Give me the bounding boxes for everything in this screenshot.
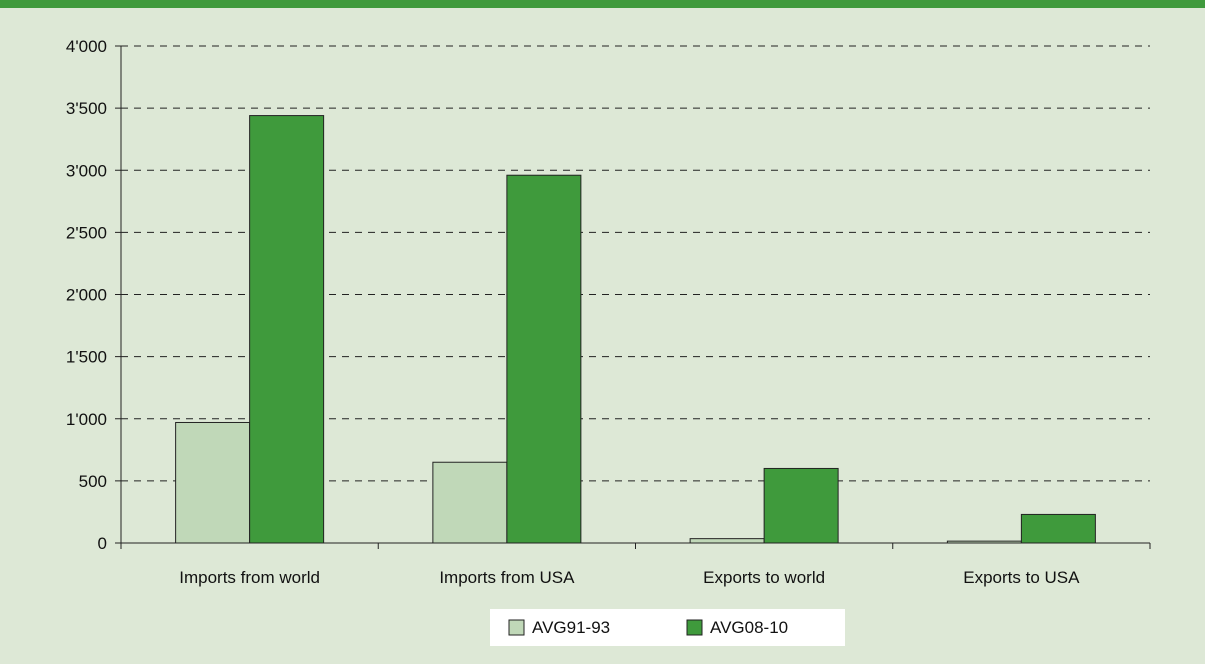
y-tick-label: 3'000 [66,161,107,180]
legend-label: AVG91-93 [532,618,610,637]
bar-avg91-93-imports-from-world [175,421,251,544]
legend-swatch [508,619,525,636]
y-tick-label: 2'500 [66,223,107,242]
y-tick-label: 0 [98,534,107,553]
y-tick-label: 3'500 [66,99,107,118]
chart-panel [0,8,1205,664]
x-category-label: Exports to world [703,568,825,587]
header-bar [0,0,1205,8]
bar-avg08-10-imports-from-usa [506,174,582,544]
bar-avg08-10-exports-to-usa [1020,513,1096,544]
legend: AVG91-93 AVG08-10 [490,609,845,646]
legend-box [490,609,845,646]
bars [175,115,1096,544]
y-tick-label: 1'500 [66,348,107,367]
y-tick-label: 2'000 [66,286,107,305]
legend-swatch [686,619,703,636]
x-category-label: Exports to USA [963,568,1080,587]
y-tick-label: 500 [79,472,107,491]
bar-avg08-10-imports-from-world [249,115,325,544]
bar-avg91-93-exports-to-world [689,538,765,544]
bar-avg91-93-exports-to-usa [946,540,1022,544]
legend-label: AVG08-10 [710,618,788,637]
x-category-label: Imports from world [179,568,320,587]
y-tick-label: 4'000 [66,37,107,56]
y-tick-label: 1'000 [66,410,107,429]
labels: 0 500 1'000 1'500 2'000 2'500 3'000 3'500 4'000 I… [66,37,1080,587]
bar-avg08-10-exports-to-world [763,467,839,544]
x-category-label: Imports from USA [439,568,575,587]
bar-avg91-93-imports-from-usa [432,461,508,544]
